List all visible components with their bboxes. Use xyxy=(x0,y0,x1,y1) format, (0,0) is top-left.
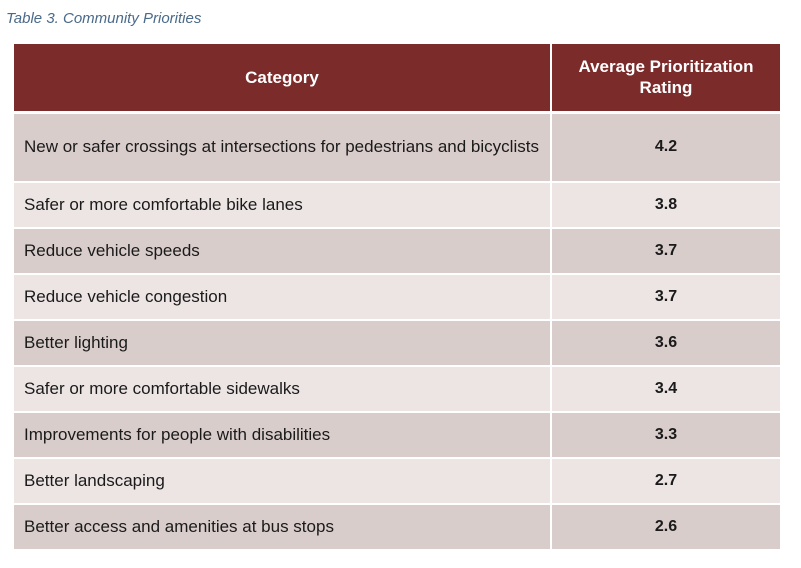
table-row: Reduce vehicle speeds 3.7 xyxy=(14,228,780,275)
rating-cell: 3.4 xyxy=(551,366,780,413)
table-caption: Table 3. Community Priorities xyxy=(6,10,202,27)
category-cell: Safer or more comfortable bike lanes xyxy=(14,182,552,229)
category-cell: Reduce vehicle congestion xyxy=(14,274,552,321)
table-row: Reduce vehicle congestion 3.7 xyxy=(14,274,780,321)
table-row: New or safer crossings at intersections … xyxy=(14,112,780,183)
category-cell: Better access and amenities at bus stops xyxy=(14,504,552,551)
rating-cell: 3.7 xyxy=(551,228,780,275)
rating-cell: 3.7 xyxy=(551,274,780,321)
table-row: Safer or more comfortable sidewalks 3.4 xyxy=(14,366,780,413)
rating-cell: 3.3 xyxy=(551,412,780,459)
column-header-rating: Average Prioritization Rating xyxy=(551,44,780,114)
category-cell: Better landscaping xyxy=(14,458,552,505)
category-cell: Improvements for people with disabilitie… xyxy=(14,412,552,459)
rating-cell: 3.8 xyxy=(551,182,780,229)
table-row: Better landscaping 2.7 xyxy=(14,458,780,505)
table-row: Better access and amenities at bus stops… xyxy=(14,504,780,551)
rating-cell: 3.6 xyxy=(551,320,780,367)
table-header-row: Category Average Prioritization Rating xyxy=(14,44,780,114)
category-cell: New or safer crossings at intersections … xyxy=(14,112,552,183)
category-cell: Reduce vehicle speeds xyxy=(14,228,552,275)
rating-cell: 2.7 xyxy=(551,458,780,505)
rating-cell: 2.6 xyxy=(551,504,780,551)
table-row: Better lighting 3.6 xyxy=(14,320,780,367)
community-priorities-table: Category Average Prioritization Rating N… xyxy=(14,44,780,551)
table-row: Improvements for people with disabilitie… xyxy=(14,412,780,459)
table-row: Safer or more comfortable bike lanes 3.8 xyxy=(14,182,780,229)
category-cell: Better lighting xyxy=(14,320,552,367)
column-header-category: Category xyxy=(14,44,552,114)
category-cell: Safer or more comfortable sidewalks xyxy=(14,366,552,413)
rating-cell: 4.2 xyxy=(551,112,780,183)
